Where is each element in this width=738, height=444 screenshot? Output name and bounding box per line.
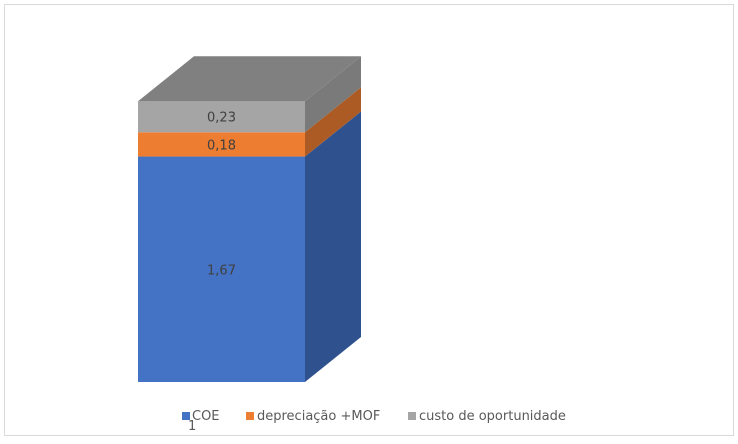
- legend-swatch-coe: [182, 412, 190, 420]
- bar-front-coe: [138, 156, 305, 382]
- chart-frame: [4, 4, 734, 436]
- bar-side-custo-de-oportunidade: [305, 56, 361, 133]
- data-label-deprecia-o-mof: 0,18: [207, 138, 236, 153]
- legend-swatch-custo-de-oportunidade: [408, 412, 416, 420]
- legend-label-coe: COE: [192, 409, 220, 424]
- bar-front-deprecia-o-mof: [138, 132, 305, 157]
- bar-side-coe: [305, 111, 361, 383]
- x-tick-label: 1: [188, 419, 196, 434]
- bar-side-deprecia-o-mof: [305, 87, 361, 157]
- data-label-coe: 1,67: [207, 263, 236, 278]
- legend-label-custo-de-oportunidade: custo de oportunidade: [419, 409, 566, 424]
- bar-front-custo-de-oportunidade: [138, 101, 305, 133]
- data-label-custo-de-oportunidade: 0,23: [207, 111, 236, 126]
- legend-swatch-deprecia-o-mof: [246, 412, 254, 420]
- legend-label-deprecia-o-mof: depreciação +MOF: [257, 409, 380, 424]
- bar-top-face: [138, 56, 361, 102]
